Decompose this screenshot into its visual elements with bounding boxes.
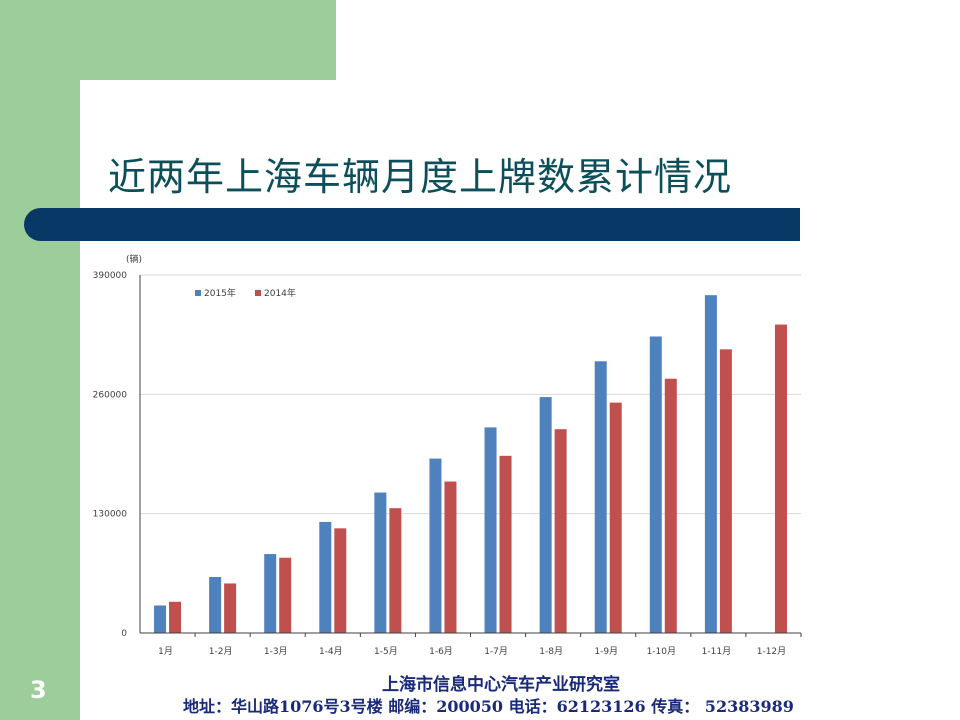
slide-title: 近两年上海车辆月度上牌数累计情况 xyxy=(108,155,733,199)
bar-2015年 xyxy=(319,521,332,633)
x-tick-label: 1-4月 xyxy=(319,646,343,657)
bars xyxy=(154,295,787,633)
y-tick-label: 130000 xyxy=(93,510,128,520)
x-tick-label: 1-10月 xyxy=(647,646,676,657)
grid-lines xyxy=(140,274,801,515)
y-tick-label: 0 xyxy=(121,629,127,639)
legend-swatch xyxy=(255,290,261,296)
bar-2014年 xyxy=(609,402,622,633)
x-tick-label: 1-12月 xyxy=(757,646,786,657)
bar-2015年 xyxy=(594,361,607,633)
legend-label: 2015年 xyxy=(204,287,236,299)
x-tick-label: 1-7月 xyxy=(484,646,508,657)
x-tick-label: 1-5月 xyxy=(374,646,398,657)
bar-2014年 xyxy=(774,324,787,633)
bar-2015年 xyxy=(154,605,167,633)
bar-2014年 xyxy=(389,508,402,633)
legend: 2015年 2014年 xyxy=(195,287,296,299)
bar-2015年 xyxy=(374,492,387,633)
title-underline-bar xyxy=(24,208,800,241)
x-tick-label: 1月 xyxy=(158,646,173,657)
legend-swatch xyxy=(195,290,201,296)
legend-label: 2014年 xyxy=(264,287,296,299)
bar-2015年 xyxy=(209,577,222,633)
y-tick-label: 390000 xyxy=(93,271,128,281)
bar-2014年 xyxy=(224,583,237,633)
x-tick-label: 1-9月 xyxy=(594,646,618,657)
bar-2014年 xyxy=(719,349,732,633)
bar-2015年 xyxy=(649,336,662,633)
bar-2014年 xyxy=(279,557,292,633)
bar-2015年 xyxy=(264,554,277,633)
x-tick-label: 1-2月 xyxy=(209,646,233,657)
bar-2014年 xyxy=(499,455,512,633)
bar-2015年 xyxy=(704,295,717,633)
bar-2014年 xyxy=(334,528,347,633)
x-tick-label: 1-3月 xyxy=(264,646,288,657)
x-tick-label: 1-8月 xyxy=(539,646,563,657)
x-tick-label: 1-11月 xyxy=(702,646,731,657)
bar-chart: 0 130000 260000 390000 (辆) 1月 1-2月 1-3月 1-4月 1-5月… xyxy=(93,253,802,657)
axes: 0 130000 260000 390000 (辆) 1月 1-2月 1-3月 1-4月 1-5月… xyxy=(93,253,802,657)
bar-2014年 xyxy=(554,429,567,633)
footer-address: 地址：华山路1076号3号楼 邮编：200050 电话：62123126 传真：… xyxy=(183,697,794,716)
green-side-band xyxy=(0,0,80,720)
y-axis-label: (辆) xyxy=(126,253,142,265)
bar-2014年 xyxy=(444,481,457,633)
x-tick-label: 1-6月 xyxy=(429,646,453,657)
bar-2015年 xyxy=(484,427,497,633)
bar-2014年 xyxy=(169,601,182,633)
bar-2015年 xyxy=(429,458,442,633)
bar-2015年 xyxy=(539,397,552,633)
slide-number: 3 xyxy=(30,676,47,704)
y-tick-label: 260000 xyxy=(93,390,128,400)
footer-organization: 上海市信息中心汽车产业研究室 xyxy=(382,675,620,695)
bar-2014年 xyxy=(664,378,677,633)
